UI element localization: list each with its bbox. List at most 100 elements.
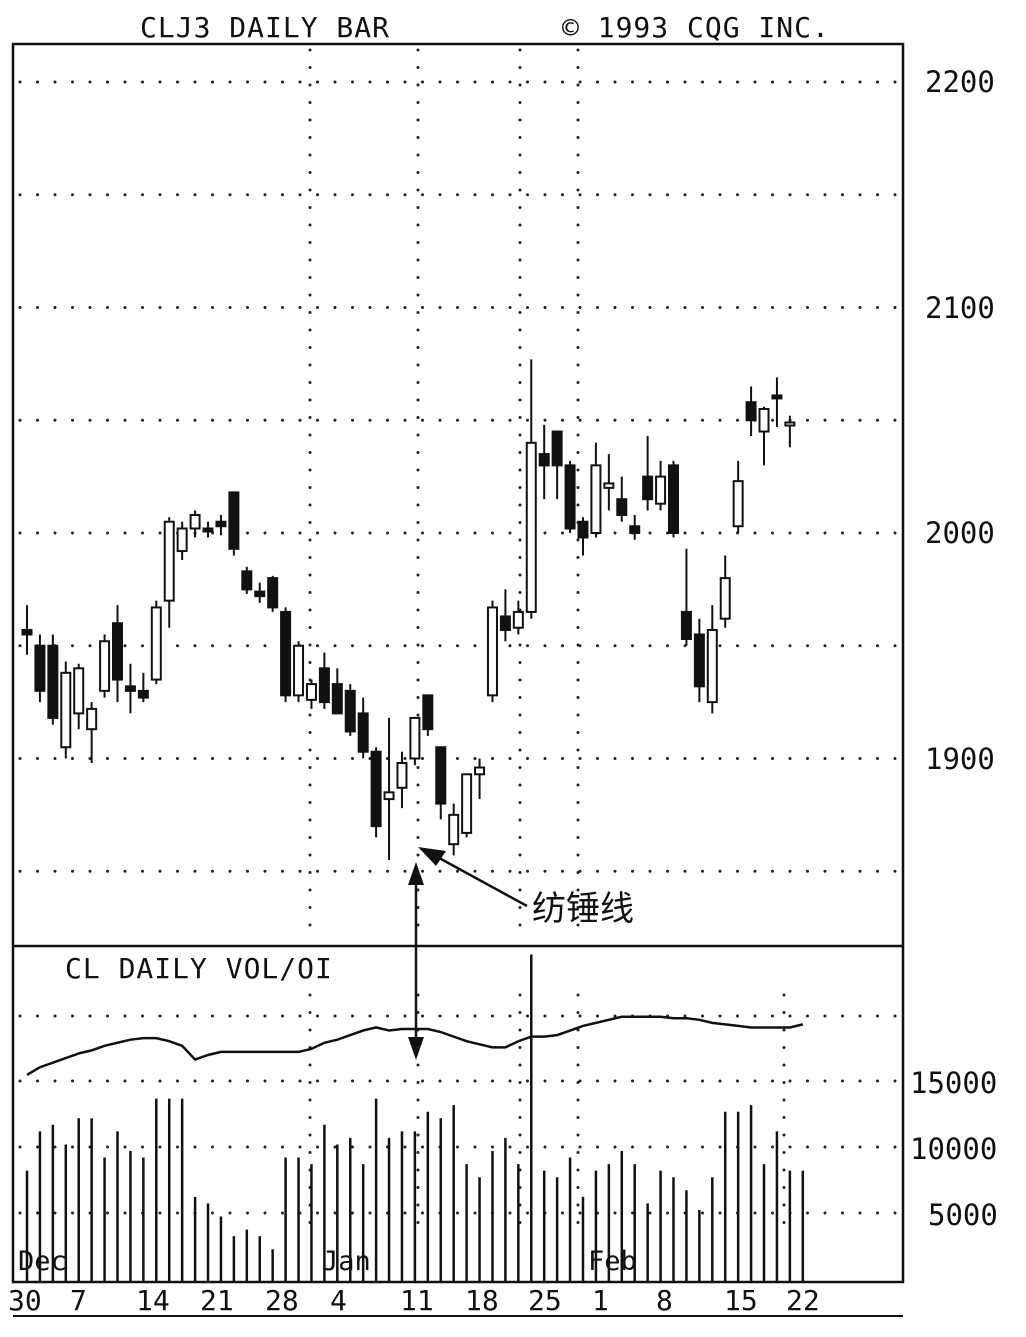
candle-body-down — [771, 394, 783, 400]
candle — [512, 600, 524, 635]
candle-body-down — [357, 712, 369, 753]
candlestick-series — [21, 359, 796, 860]
candle-body-down — [629, 525, 641, 534]
candle-body-up — [176, 527, 188, 553]
candle-body-down — [241, 570, 253, 591]
candle — [99, 634, 111, 698]
candle — [280, 607, 292, 703]
candle-body-down — [202, 527, 214, 533]
candle — [538, 424, 550, 500]
candle-body-down — [267, 577, 279, 609]
candle-body-up — [163, 520, 175, 602]
volume-tick-label: 15000 — [910, 1066, 997, 1100]
candle — [564, 460, 576, 533]
candle — [616, 476, 628, 522]
date-tick-label: 8 — [656, 1284, 673, 1317]
copyright-text: © 1993 CQG INC. — [562, 11, 830, 44]
candle — [163, 517, 175, 628]
candle — [719, 555, 731, 628]
candle — [34, 634, 46, 703]
candle — [422, 694, 434, 736]
candle-body-up — [732, 480, 744, 528]
candle-body-up — [396, 762, 408, 789]
candle — [771, 377, 783, 428]
date-tick-label: 25 — [528, 1284, 562, 1317]
candle — [86, 702, 98, 764]
candle — [409, 716, 421, 766]
candle-body-down — [331, 683, 343, 715]
candle — [629, 514, 641, 540]
candle-body-down — [435, 746, 447, 805]
candle — [21, 605, 33, 655]
candle — [551, 430, 563, 500]
date-tick-label: 7 — [70, 1284, 87, 1317]
candle-body-up — [590, 464, 602, 535]
candle — [396, 751, 408, 809]
candle-body-down — [370, 750, 382, 828]
candle — [525, 359, 537, 619]
candle — [202, 521, 214, 538]
price-tick-label: 1900 — [925, 742, 995, 776]
candle-body-up — [719, 577, 731, 620]
candle-body-down — [280, 610, 292, 697]
candle — [176, 521, 188, 561]
candle-body-up — [60, 671, 72, 749]
date-tick-label: 1 — [592, 1284, 609, 1317]
candle-body-down — [215, 520, 227, 528]
price-tick-label: 2200 — [925, 65, 995, 99]
candle-body-down — [344, 689, 356, 733]
candle — [267, 575, 279, 612]
candle — [680, 548, 692, 646]
candle — [357, 697, 369, 759]
annotation-label: 纺锤线 — [532, 889, 634, 929]
date-tick-label: 4 — [330, 1284, 347, 1317]
candle — [655, 460, 667, 511]
chart-title: CLJ3 DAILY BAR — [140, 11, 390, 44]
candle — [150, 600, 162, 685]
candle-body-up — [784, 421, 796, 427]
candle — [305, 679, 317, 709]
candle — [590, 442, 602, 538]
chart-outer-frame — [11, 42, 905, 1284]
candle-body-down — [254, 590, 266, 598]
candle-body-up — [73, 667, 85, 715]
volume-tick-label: 10000 — [910, 1132, 997, 1166]
candle-body-down — [564, 464, 576, 530]
candle — [137, 672, 149, 703]
candle-body-down — [228, 491, 240, 550]
candle — [241, 566, 253, 594]
candle-body-up — [150, 606, 162, 681]
candle-body-up — [189, 513, 201, 530]
volume-panel-title: CL DAILY VOL/OI — [65, 952, 333, 985]
candle-body-down — [112, 622, 124, 681]
grid-layer — [18, 48, 902, 1242]
candle — [448, 803, 460, 856]
candle-body-up — [603, 482, 615, 489]
annotation-arrowhead-up — [408, 862, 424, 885]
candle — [474, 758, 486, 800]
candle — [706, 605, 718, 714]
candle-body-up — [461, 773, 473, 834]
candle-body-up — [293, 644, 305, 697]
candle — [784, 415, 796, 448]
date-tick-label: 18 — [465, 1284, 499, 1317]
volume-tick-label: 5000 — [928, 1198, 998, 1232]
candle-body-down — [577, 520, 589, 539]
date-tick-label: 14 — [136, 1284, 170, 1317]
candle — [461, 773, 473, 838]
candle — [254, 582, 266, 603]
price-tick-label: 2000 — [925, 516, 995, 550]
candle — [73, 663, 85, 730]
candle-body-down — [422, 694, 434, 731]
date-tick-label: 11 — [400, 1284, 434, 1317]
candle-body-up — [474, 766, 486, 776]
candle — [435, 746, 447, 820]
candle-body-up — [655, 475, 667, 505]
candle-body-down — [668, 464, 679, 535]
candle — [344, 684, 356, 736]
date-tick-label: 28 — [265, 1284, 299, 1317]
candle-body-down — [34, 644, 46, 692]
date-tick-label: 21 — [200, 1284, 234, 1317]
date-tick-label: 30 — [8, 1284, 42, 1317]
candle-body-down — [680, 610, 692, 640]
